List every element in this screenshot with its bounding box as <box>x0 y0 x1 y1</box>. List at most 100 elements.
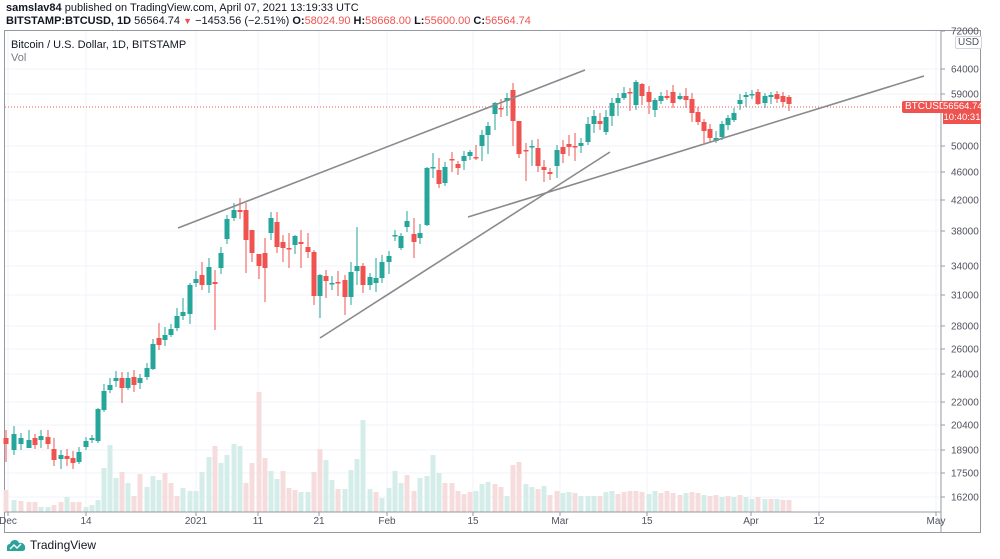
candle-body[interactable] <box>461 156 467 161</box>
candle-body[interactable] <box>32 438 38 445</box>
candle-body[interactable] <box>633 82 639 105</box>
candle-body[interactable] <box>597 121 603 124</box>
candle-body[interactable] <box>317 275 323 296</box>
candle-body[interactable] <box>411 234 417 242</box>
candle-body[interactable] <box>683 96 689 100</box>
candle-body[interactable] <box>677 96 683 99</box>
candle-body[interactable] <box>609 103 615 116</box>
candle-body[interactable] <box>436 170 442 184</box>
candle-body[interactable] <box>627 92 633 94</box>
candle-body[interactable] <box>156 338 162 345</box>
candle-body[interactable] <box>725 118 731 125</box>
candle-body[interactable] <box>373 278 379 283</box>
candle-body[interactable] <box>689 99 695 113</box>
candle-body[interactable] <box>430 167 436 169</box>
candle-body[interactable] <box>572 146 578 148</box>
candle-body[interactable] <box>621 93 627 98</box>
candle-body[interactable] <box>311 252 317 296</box>
candle-body[interactable] <box>737 100 743 104</box>
candle-body[interactable] <box>119 378 125 388</box>
candle-body[interactable] <box>162 335 168 340</box>
candle-body[interactable] <box>652 100 658 110</box>
candle-body[interactable] <box>76 452 82 462</box>
candle-body[interactable] <box>780 96 786 102</box>
candle-body[interactable] <box>510 90 516 121</box>
candle-body[interactable] <box>212 282 218 284</box>
candle-body[interactable] <box>404 221 410 227</box>
candle-body[interactable] <box>187 285 193 314</box>
currency-button[interactable]: USD <box>955 36 983 49</box>
candle-body[interactable] <box>243 210 249 240</box>
candle-body[interactable] <box>83 441 89 447</box>
trendline-lower-support-2[interactable] <box>467 75 925 218</box>
candle-body[interactable] <box>180 312 186 316</box>
candle-body[interactable] <box>354 266 360 271</box>
candle-body[interactable] <box>516 121 522 154</box>
candle-body[interactable] <box>529 146 535 148</box>
candle-body[interactable] <box>701 122 707 131</box>
candle-body[interactable] <box>64 456 70 459</box>
candle-body[interactable] <box>658 96 664 101</box>
candle-body[interactable] <box>38 436 44 440</box>
candle-body[interactable] <box>473 157 479 159</box>
candle-body[interactable] <box>18 438 24 444</box>
candle-body[interactable] <box>398 236 404 248</box>
candle-body[interactable] <box>11 434 17 450</box>
candle-body[interactable] <box>89 438 95 440</box>
candle-body[interactable] <box>386 256 392 262</box>
candle-body[interactable] <box>535 148 541 166</box>
candle-body[interactable] <box>51 449 57 460</box>
candle-body[interactable] <box>280 242 286 248</box>
candle-body[interactable] <box>107 385 113 390</box>
candle-body[interactable] <box>367 277 373 285</box>
candle-body[interactable] <box>566 144 572 147</box>
candle-body[interactable] <box>168 329 174 335</box>
candle-body[interactable] <box>218 253 224 268</box>
candle-body[interactable] <box>150 344 156 369</box>
candle-body[interactable] <box>762 96 768 103</box>
candle-body[interactable] <box>268 218 274 233</box>
candle-body[interactable] <box>137 378 143 383</box>
candle-body[interactable] <box>348 272 354 297</box>
candle-body[interactable] <box>743 95 749 97</box>
candle-body[interactable] <box>603 117 609 132</box>
candle-body[interactable] <box>193 279 199 283</box>
candle-body[interactable] <box>131 377 137 385</box>
candle-body[interactable] <box>249 230 255 253</box>
candle-body[interactable] <box>615 98 621 103</box>
candle-body[interactable] <box>455 164 461 168</box>
trendline-lower-support-1[interactable] <box>319 151 611 339</box>
candle-body[interactable] <box>479 135 485 146</box>
candle-body[interactable] <box>144 368 150 377</box>
candle-body[interactable] <box>560 147 566 154</box>
candle-body[interactable] <box>70 458 76 463</box>
candle-body[interactable] <box>256 254 262 266</box>
candle-body[interactable] <box>670 92 676 103</box>
candle-body[interactable] <box>392 235 398 237</box>
candle-body[interactable] <box>113 378 119 381</box>
candle-body[interactable] <box>442 167 448 183</box>
candle-body[interactable] <box>292 236 298 245</box>
chart-frame[interactable] <box>4 30 981 533</box>
candle-body[interactable] <box>174 316 180 328</box>
candle-body[interactable] <box>639 84 645 96</box>
candle-body[interactable] <box>585 124 591 142</box>
candle-body[interactable] <box>768 95 774 97</box>
candle-body[interactable] <box>58 455 64 459</box>
candle-body[interactable] <box>95 409 101 441</box>
candle-body[interactable] <box>646 92 652 102</box>
candle-body[interactable] <box>731 113 737 120</box>
candle-body[interactable] <box>45 437 51 444</box>
candle-body[interactable] <box>305 247 311 252</box>
candle-body[interactable] <box>206 267 212 285</box>
candle-body[interactable] <box>231 210 237 218</box>
candle-body[interactable] <box>323 276 329 281</box>
candle-body[interactable] <box>224 219 230 239</box>
candle-body[interactable] <box>237 210 243 212</box>
author-name[interactable]: samslav84 <box>6 2 62 14</box>
candle-body[interactable] <box>755 92 761 104</box>
candle-body[interactable] <box>664 96 670 98</box>
candle-body[interactable] <box>3 438 9 444</box>
candle-body[interactable] <box>449 159 455 161</box>
